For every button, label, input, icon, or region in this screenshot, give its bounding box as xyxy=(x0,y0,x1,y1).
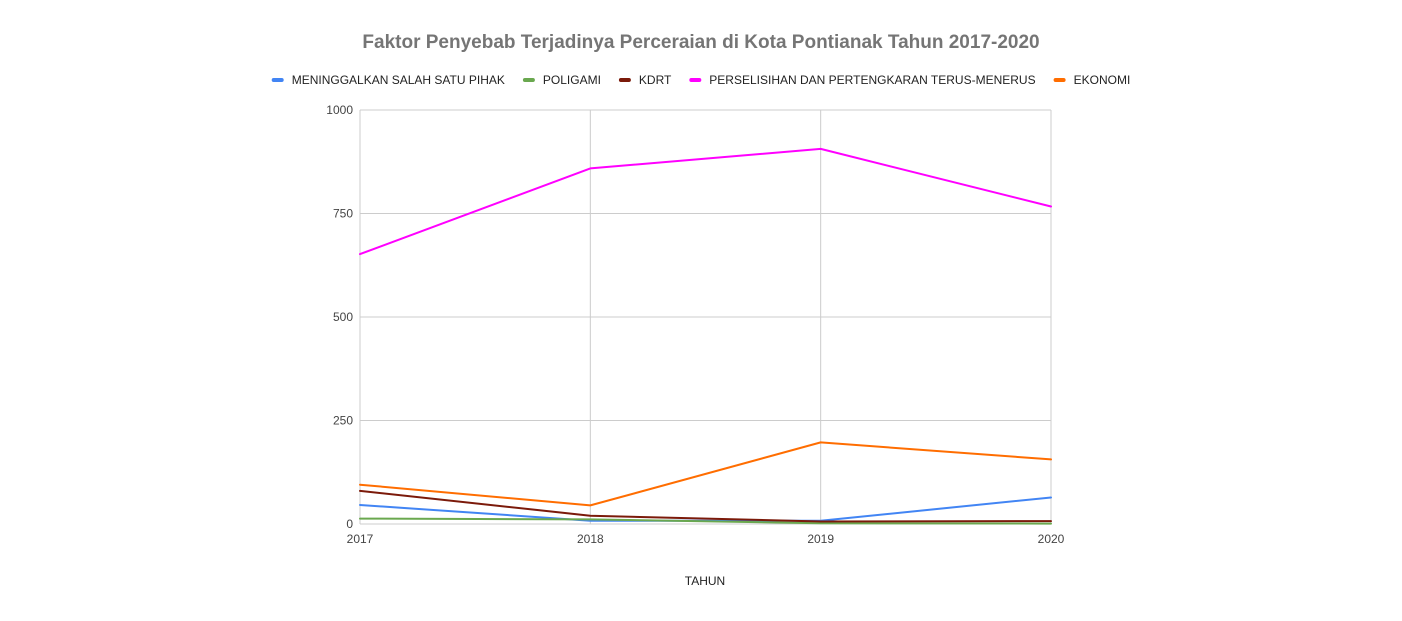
series-line-2 xyxy=(359,489,1052,523)
y-tick-label: 250 xyxy=(333,414,353,428)
legend-label: EKONOMI xyxy=(1074,73,1131,87)
series-line-3 xyxy=(359,147,1052,256)
x-tick-label: 2017 xyxy=(347,532,374,546)
grid xyxy=(359,109,1052,525)
x-tick-label: 2018 xyxy=(577,532,604,546)
legend-swatch xyxy=(522,78,535,82)
y-tick-label: 0 xyxy=(346,517,353,531)
legend-swatch xyxy=(1053,78,1066,82)
chart-title: Faktor Penyebab Terjadinya Perceraian di… xyxy=(362,32,1039,53)
legend-swatch xyxy=(689,78,702,82)
legend-label: MENINGGALKAN SALAH SATU PIHAK xyxy=(292,73,505,87)
legend-item: MENINGGALKAN SALAH SATU PIHAK xyxy=(271,73,505,87)
legend-item: PERSELISIHAN DAN PERTENGKARAN TERUS-MENE… xyxy=(689,73,1036,87)
y-tick-label: 750 xyxy=(333,207,353,221)
series-line-4 xyxy=(359,441,1052,507)
legend-label: PERSELISIHAN DAN PERTENGKARAN TERUS-MENE… xyxy=(709,73,1035,87)
y-tick-label: 500 xyxy=(333,310,353,324)
y-tick-label: 1000 xyxy=(326,103,353,117)
series-line-1 xyxy=(359,517,1052,525)
x-tick-label: 2020 xyxy=(1038,532,1065,546)
legend-item: EKONOMI xyxy=(1053,73,1131,87)
x-tick-label: 2019 xyxy=(807,532,834,546)
series-lines xyxy=(359,147,1052,525)
legend-label: POLIGAMI xyxy=(543,73,601,87)
legend-swatch xyxy=(618,78,631,82)
x-axis-title: TAHUN xyxy=(685,574,725,588)
x-axis-ticks: 2017 2018 2019 2020 xyxy=(347,532,1065,546)
series-line-0 xyxy=(359,496,1052,522)
legend-item: KDRT xyxy=(618,73,672,87)
y-axis-ticks: 0 250 500 750 1000 xyxy=(326,103,353,531)
legend-label: KDRT xyxy=(639,73,672,87)
legend-item: POLIGAMI xyxy=(522,73,601,87)
legend: MENINGGALKAN SALAH SATU PIHAK POLIGAMI KDR… xyxy=(271,73,1131,87)
legend-swatch xyxy=(271,78,284,82)
